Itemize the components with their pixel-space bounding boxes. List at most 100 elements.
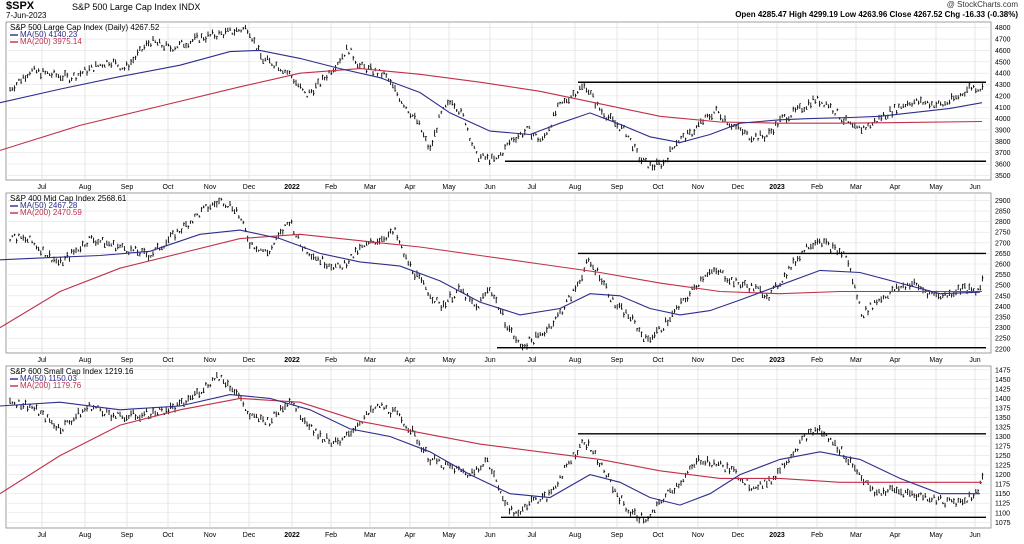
y-tick-label: 2700 — [995, 240, 1011, 247]
x-tick-label: Jul — [38, 532, 47, 539]
y-tick-label: 2550 — [995, 272, 1011, 279]
x-tick-label: Jun — [484, 357, 495, 364]
x-tick-label: Aug — [79, 532, 92, 539]
x-tick-label: Mar — [364, 184, 377, 191]
x-tick-label: Aug — [79, 357, 92, 364]
x-tick-label: Mar — [850, 184, 863, 191]
x-tick-label: Feb — [811, 532, 823, 539]
y-tick-label: 2350 — [995, 314, 1011, 321]
x-tick-label: Nov — [692, 357, 705, 364]
symbol-description: S&P 500 Large Cap Index INDX — [72, 2, 201, 12]
x-tick-label: Mar — [364, 532, 377, 539]
x-tick-label: 2022 — [284, 184, 300, 191]
x-tick-label: Dec — [243, 184, 256, 191]
x-tick-label: Sep — [121, 532, 134, 539]
x-tick-label: Sep — [121, 357, 134, 364]
y-tick-label: 1300 — [995, 434, 1011, 441]
x-tick-label: Oct — [653, 184, 664, 191]
y-tick-label: 2250 — [995, 336, 1011, 343]
y-tick-label: 2500 — [995, 283, 1011, 290]
x-tick-label: Oct — [653, 532, 664, 539]
y-tick-label: 1250 — [995, 453, 1011, 460]
x-tick-label: Jun — [969, 357, 980, 364]
y-tick-label: 2800 — [995, 219, 1011, 226]
y-tick-label: 1450 — [995, 377, 1011, 384]
x-tick-label: Dec — [243, 357, 256, 364]
x-tick-label: Nov — [692, 532, 705, 539]
y-tick-label: 2750 — [995, 230, 1011, 237]
legend-label: MA(200) 2470.59 — [20, 208, 82, 217]
x-tick-label: Apr — [405, 184, 417, 191]
y-tick-label: 2200 — [995, 346, 1011, 353]
x-tick-label: May — [442, 184, 456, 191]
x-tick-label: Feb — [811, 184, 823, 191]
x-tick-label: Mar — [850, 357, 863, 364]
y-tick-label: 4000 — [995, 116, 1011, 123]
y-tick-label: 1425 — [995, 386, 1011, 393]
x-tick-label: Aug — [569, 532, 582, 539]
x-tick-label: 2023 — [769, 184, 785, 191]
x-tick-label: Jun — [484, 532, 495, 539]
y-tick-label: 2400 — [995, 304, 1011, 311]
y-tick-label: 2900 — [995, 198, 1011, 205]
ma200-line — [0, 233, 982, 329]
panel-title: S&P 600 Small Cap Index 1219.16 — [10, 367, 134, 376]
y-tick-label: 3500 — [995, 173, 1011, 180]
legend-label: MA(50) 2467.28 — [20, 201, 78, 210]
panel-3: 1075 1100 1125 1150 1175 1200 1225 1250 1275 1300… — [0, 365, 1011, 539]
y-tick-label: 4700 — [995, 37, 1011, 44]
x-tick-label: 2023 — [769, 357, 785, 364]
x-tick-label: May — [442, 532, 456, 539]
panel-title: S&P 400 Mid Cap Index 2568.61 — [10, 194, 127, 203]
x-tick-label: 2023 — [769, 532, 785, 539]
x-tick-label: May — [442, 357, 456, 364]
x-tick-label: Dec — [732, 357, 745, 364]
y-tick-label: 4800 — [995, 25, 1011, 32]
y-tick-label: 1475 — [995, 367, 1011, 374]
y-tick-label: 3600 — [995, 162, 1011, 169]
x-tick-label: Oct — [653, 357, 664, 364]
panel-2: 2200 2250 2300 2350 2400 2450 2500 2550 2600 2650… — [0, 192, 1011, 364]
x-tick-label: Apr — [890, 184, 902, 191]
y-tick-label: 2600 — [995, 261, 1011, 268]
y-tick-label: 3900 — [995, 127, 1011, 134]
ma50-line — [0, 394, 980, 506]
y-tick-label: 1350 — [995, 415, 1011, 422]
panel-1: 3500 3600 3700 3800 3900 4000 4100 4200 4300 4400… — [0, 21, 1011, 191]
y-tick-label: 4100 — [995, 105, 1011, 112]
y-tick-label: 4300 — [995, 82, 1011, 89]
x-tick-label: Nov — [204, 532, 217, 539]
price-bars — [9, 24, 984, 171]
x-tick-label: Sep — [611, 532, 624, 539]
x-tick-label: Mar — [364, 357, 377, 364]
x-tick-label: Dec — [243, 532, 256, 539]
x-tick-label: Sep — [121, 184, 134, 191]
y-tick-label: 3700 — [995, 150, 1011, 157]
panel-title: S&P 500 Large Cap Index (Daily) 4267.52 — [10, 23, 160, 32]
y-tick-label: 1175 — [995, 482, 1010, 489]
stockcharts-credit: @ StockCharts.com — [946, 0, 1018, 9]
x-tick-label: Jul — [528, 532, 537, 539]
y-tick-label: 1375 — [995, 405, 1011, 412]
x-tick-label: Nov — [204, 184, 217, 191]
legend-label: MA(200) 3975.14 — [20, 37, 82, 46]
y-tick-label: 1225 — [995, 463, 1011, 470]
x-tick-label: Nov — [692, 184, 705, 191]
x-tick-label: Dec — [732, 184, 745, 191]
legend-label: MA(200) 1179.76 — [20, 381, 82, 390]
legend-label: MA(50) 4140.23 — [20, 30, 78, 39]
x-tick-label: Oct — [163, 532, 174, 539]
y-tick-label: 4500 — [995, 59, 1011, 66]
ma200-line — [0, 68, 983, 151]
x-tick-label: Apr — [890, 357, 902, 364]
y-tick-label: 3800 — [995, 139, 1011, 146]
x-tick-label: Jun — [969, 532, 980, 539]
x-tick-label: Feb — [325, 184, 337, 191]
y-tick-label: 1275 — [995, 444, 1011, 451]
x-tick-label: Nov — [204, 357, 217, 364]
x-tick-label: Dec — [732, 532, 745, 539]
x-tick-label: Feb — [811, 357, 823, 364]
x-tick-label: Mar — [850, 532, 863, 539]
x-tick-label: Aug — [569, 357, 582, 364]
